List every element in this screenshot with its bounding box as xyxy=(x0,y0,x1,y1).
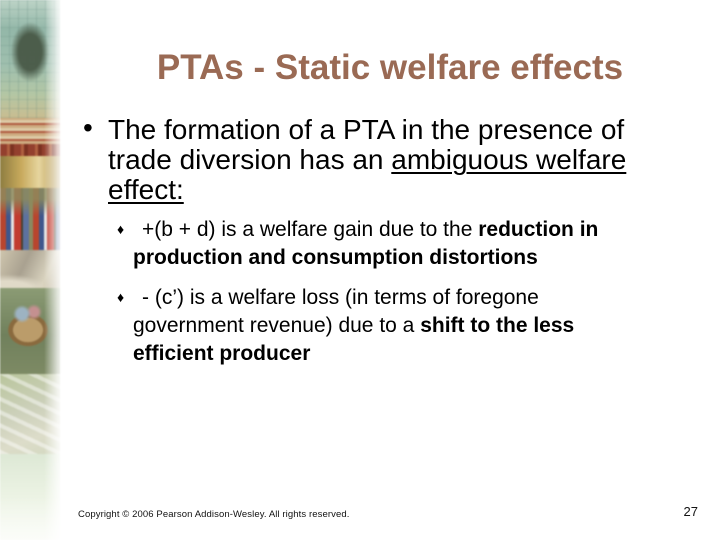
bullet-text: The formation of a PTA in the presence o… xyxy=(108,115,638,205)
page-number: 27 xyxy=(683,504,698,519)
collage-fade-overlay xyxy=(0,0,72,540)
diamond-bullet-icon: ♦ xyxy=(117,221,125,237)
bullet-text-normal: The formation of a PTA in the presence o… xyxy=(108,114,625,175)
slide-title: PTAs - Static welfare effects xyxy=(156,48,624,87)
sub-bullet-text-normal: +(b + d) is a welfare gain due to the xyxy=(142,218,479,241)
copyright-text: Copyright © 2006 Pearson Addison-Wesley.… xyxy=(78,509,350,520)
bullet-dot-marker: • xyxy=(83,112,93,143)
sub-bullet-text-bold: shift to the less efficient producer xyxy=(133,314,575,365)
sub-bullet-text: +(b + d) is a welfare gain due to the re… xyxy=(133,216,615,272)
decorative-collage xyxy=(0,0,72,540)
sub-bullet-item-loss: ♦ - (c’) is a welfare loss (in terms of … xyxy=(117,284,615,368)
bullet-item: • The formation of a PTA in the presence… xyxy=(83,112,638,205)
diamond-bullet-icon: ♦ xyxy=(117,289,125,305)
sub-bullet-text-bold: reduction in production and consumption … xyxy=(133,218,599,269)
sub-bullet-item-gain: ♦ +(b + d) is a welfare gain due to the … xyxy=(117,216,615,272)
sub-bullet-text: - (c’) is a welfare loss (in terms of fo… xyxy=(133,284,615,368)
sub-bullet-text-normal: - (c’) is a welfare loss (in terms of fo… xyxy=(133,286,539,337)
bullet-text-underlined: ambiguous welfare effect: xyxy=(108,144,627,205)
